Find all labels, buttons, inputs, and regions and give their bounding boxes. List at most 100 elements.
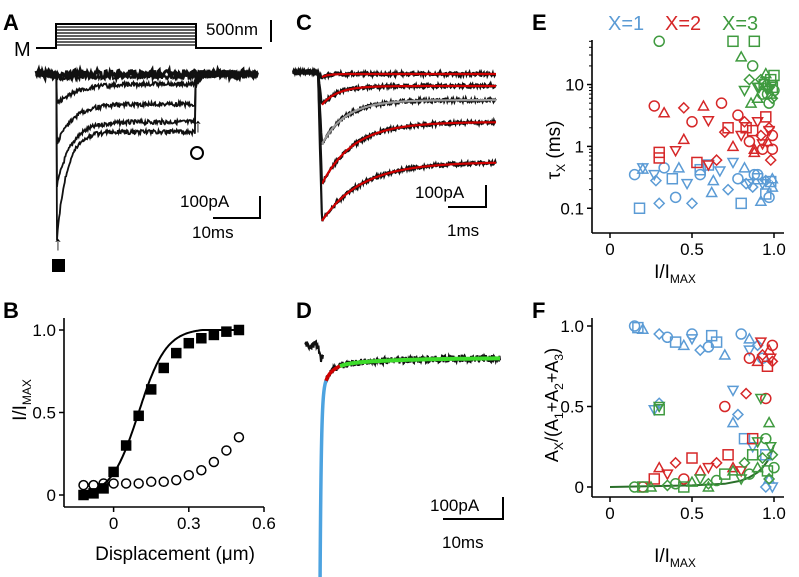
- e-point-x1: [666, 172, 679, 185]
- f-x-tick-label: 1.0: [762, 504, 786, 523]
- e-plot: [628, 35, 780, 215]
- b-point-filled-square: [171, 347, 182, 359]
- e-ylabel-main: τ: [544, 171, 565, 179]
- panel-b: I/IMAX 0 0.3 0.6 0 0.5 1.0 Displacement (μm): [10, 318, 276, 565]
- fit-c-0: [321, 72, 496, 79]
- e-x-tick-label: 0: [605, 240, 614, 259]
- panel-label-e: E: [532, 10, 547, 35]
- f-point-x1: [628, 320, 641, 332]
- f-point-x3: [768, 461, 780, 474]
- current-scale-label-c: 100pA: [415, 183, 465, 202]
- e-point-x3: [766, 81, 779, 94]
- f-point-x3: [766, 448, 779, 461]
- e-point-x2: [686, 116, 698, 128]
- f-x-tick-label: 0.5: [680, 504, 704, 523]
- e-ylabel: τX (ms): [544, 121, 568, 180]
- f-point-x3: [762, 416, 776, 428]
- panel-e: X=1 X=2 X=3 τX (ms) 0 0.5 1.0 0.1 1 10 I/IMAX: [544, 13, 786, 286]
- f-point-x3: [644, 480, 658, 492]
- e-point-x2: [761, 134, 774, 147]
- e-point-x2: [764, 154, 777, 167]
- f-ylabel-1: 1: [552, 412, 566, 419]
- f-point-x1: [686, 328, 698, 340]
- b-plot: [78, 324, 245, 501]
- f-point-x2: [746, 432, 759, 445]
- f-point-x3: [751, 461, 764, 473]
- e-xlabel-main: I/I: [654, 262, 670, 283]
- e-point-x1: [680, 178, 694, 191]
- f-point-x2: [754, 337, 768, 349]
- e-point-x1: [763, 191, 775, 204]
- f-point-x1: [669, 336, 682, 348]
- e-point-x2: [740, 122, 752, 134]
- f-point-x1: [653, 397, 666, 410]
- current-scale-label-d: 100pA: [430, 496, 480, 515]
- e-point-x3: [758, 75, 771, 89]
- e-point-x3: [727, 35, 739, 48]
- e-point-x2: [648, 100, 661, 112]
- panel-label-a: A: [3, 10, 19, 35]
- f-plot: [609, 320, 780, 494]
- b-point-filled-square: [120, 440, 132, 451]
- e-point-x1: [633, 202, 646, 215]
- e-point-x1: [628, 168, 641, 181]
- legend-x2: X=2: [665, 13, 701, 35]
- f-point-x2: [693, 464, 707, 476]
- current-traces-d: [304, 339, 501, 577]
- stimulus-trace: [36, 23, 262, 49]
- f-point-x1: [726, 416, 740, 428]
- f-point-x3: [719, 468, 731, 480]
- fit-c-3: [321, 121, 496, 185]
- e-point-x1: [726, 157, 740, 170]
- trace-c-2: [292, 66, 497, 145]
- e-xlabel: I/IMAX: [654, 262, 696, 286]
- fit-c-2: [321, 98, 496, 145]
- e-x-tick-label: 1.0: [762, 240, 786, 259]
- e-y-tick-label: 1: [575, 137, 584, 156]
- e-point-x2: [760, 111, 772, 123]
- f-point-x3: [743, 468, 756, 480]
- f-ylabel-a: A: [542, 450, 562, 462]
- e-point-x1: [722, 183, 735, 196]
- trace-a-3: [35, 68, 259, 188]
- f-point-x2: [710, 456, 723, 469]
- b-point-open-circle: [98, 478, 109, 489]
- f-point-x1: [751, 339, 764, 352]
- f-point-x3: [653, 403, 665, 416]
- f-point-x3: [652, 401, 666, 414]
- f-point-x2: [756, 348, 769, 362]
- f-point-x2: [751, 354, 764, 367]
- f-fit-line: [609, 444, 775, 488]
- e-point-x3: [734, 50, 748, 62]
- f-point-x2: [760, 392, 772, 405]
- f-point-x3: [678, 481, 690, 493]
- e-point-x3: [766, 92, 779, 105]
- e-point-x3: [768, 84, 780, 97]
- f-point-x3: [763, 472, 776, 486]
- f-point-x2: [734, 466, 748, 478]
- e-point-x1: [705, 185, 718, 198]
- e-point-x2: [702, 115, 715, 128]
- b-point-filled-square: [183, 337, 195, 349]
- f-point-x2: [740, 387, 753, 400]
- e-point-x2: [697, 99, 710, 111]
- e-point-x2: [702, 160, 715, 172]
- e-point-x2: [653, 152, 665, 164]
- e-point-x3: [751, 82, 764, 94]
- f-point-x3: [710, 474, 723, 487]
- f-point-x1: [746, 442, 759, 454]
- e-point-x1: [748, 168, 761, 181]
- e-y-tick-label: 0.1: [560, 199, 584, 218]
- e-point-x2: [715, 97, 728, 109]
- f-point-x3: [756, 451, 769, 465]
- e-point-x2: [732, 109, 744, 121]
- b-x-tick-label: 0.6: [252, 514, 276, 533]
- stimulus-label: M: [14, 39, 31, 61]
- f-y-tick-label: 0.5: [560, 398, 584, 417]
- e-point-x2: [677, 101, 690, 114]
- e-point-x2: [738, 115, 751, 128]
- f-ylabel-plus1: +A: [542, 390, 562, 413]
- current-scale-label-a: 100pA: [180, 192, 230, 211]
- e-point-x1: [732, 172, 744, 185]
